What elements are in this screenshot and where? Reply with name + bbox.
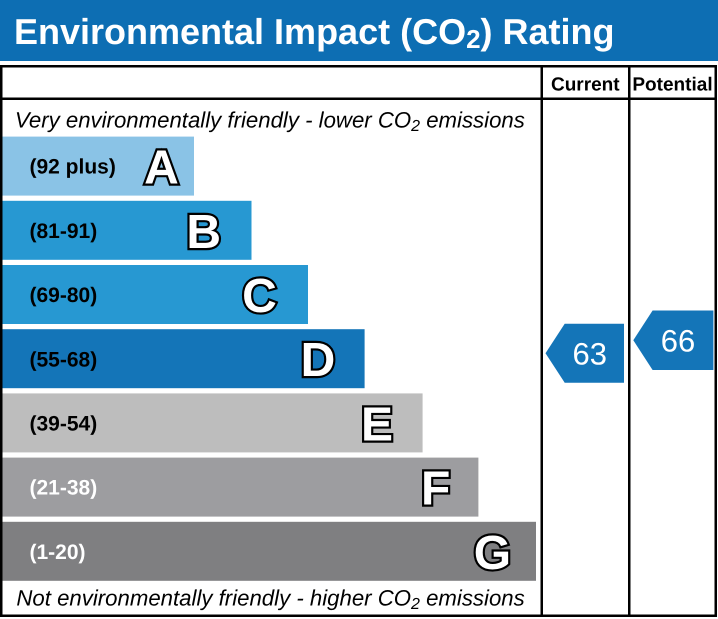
svg-text:Very environmentally friendly: Very environmentally friendly - lower CO… bbox=[15, 108, 525, 135]
svg-text:(21-38): (21-38) bbox=[30, 477, 98, 500]
svg-text:G: G bbox=[474, 527, 511, 580]
svg-text:(39-54): (39-54) bbox=[30, 413, 98, 436]
svg-text:(81-91): (81-91) bbox=[30, 220, 98, 243]
svg-text:A: A bbox=[144, 142, 179, 195]
svg-text:C: C bbox=[242, 270, 277, 323]
svg-text:(1-20): (1-20) bbox=[30, 541, 86, 564]
svg-text:66: 66 bbox=[661, 324, 695, 359]
svg-text:(55-68): (55-68) bbox=[30, 348, 98, 371]
svg-text:Potential: Potential bbox=[632, 75, 712, 96]
svg-text:(69-80): (69-80) bbox=[30, 284, 98, 307]
svg-text:F: F bbox=[421, 463, 450, 516]
svg-text:Current: Current bbox=[551, 75, 620, 96]
svg-text:Environmental Impact (CO2) Rat: Environmental Impact (CO2) Rating bbox=[14, 11, 615, 54]
svg-text:63: 63 bbox=[573, 337, 607, 372]
svg-text:D: D bbox=[301, 334, 336, 387]
svg-text:Not environmentally friendly -: Not environmentally friendly - higher CO… bbox=[16, 586, 524, 613]
svg-text:B: B bbox=[186, 206, 221, 259]
svg-text:(92 plus): (92 plus) bbox=[30, 156, 116, 179]
svg-text:E: E bbox=[361, 398, 393, 451]
